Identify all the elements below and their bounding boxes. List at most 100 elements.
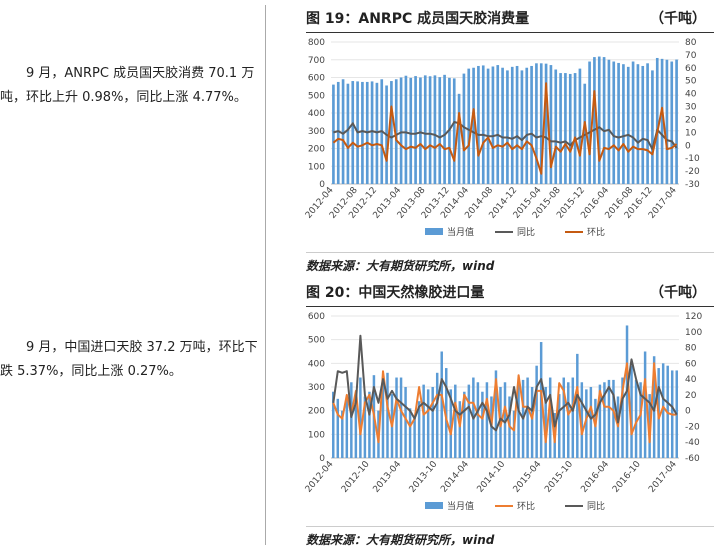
bar [535,63,538,184]
y-left-tick-label: 200 [308,145,325,155]
bar [585,389,588,458]
bar [457,93,461,184]
bar [636,64,640,184]
y-right-tick-label: -20 [685,167,700,177]
bar [660,58,664,184]
bar [472,67,475,184]
bar [428,76,432,184]
legend-label: 当月值 [447,500,474,512]
bar [435,372,439,458]
y-right-tick-label: -30 [685,180,700,190]
bar [675,59,678,184]
y-left-tick-label: 0 [319,454,325,464]
bar [491,66,495,184]
bar [443,74,446,184]
chart1-source: 数据来源：大有期货研究所，wind [306,252,714,274]
bar [336,81,340,184]
bar [440,351,443,458]
bar [639,382,642,458]
chart2-title: 图 20：中国天然橡胶进口量 [306,285,485,301]
bar [630,365,633,458]
bar [454,384,457,458]
bar [578,68,582,184]
bar [512,410,516,458]
bar [363,396,367,458]
bar [621,377,624,458]
bar [351,81,355,184]
series-line-yoy [333,121,678,151]
bar [476,382,480,458]
bar [350,382,353,458]
y-right-tick-label: 60 [685,64,697,74]
y-right-tick-label: 0 [685,407,691,417]
bar [452,78,456,184]
bar [597,56,601,184]
bar [503,382,507,458]
bar [559,73,562,184]
x-tick-label: 2014-04 [439,459,471,494]
y-right-tick-label: 20 [685,391,697,401]
legend-label: 环比 [587,226,605,238]
bar [481,65,485,184]
bar [573,73,577,184]
y-right-tick-label: 120 [685,312,702,322]
y-left-tick-label: 800 [308,38,325,48]
bar [665,59,669,184]
bar [445,368,448,458]
legend-swatch-bar [425,228,443,235]
bar [501,67,504,184]
y-right-tick-label: 80 [685,344,697,354]
bar [370,81,374,184]
bar [423,75,427,184]
y-left-tick-label: 300 [308,127,325,137]
y-right-tick-label: 60 [685,359,697,369]
bar [544,387,547,458]
bar [413,417,416,458]
bar [548,377,552,458]
column-divider [265,5,266,545]
bar [568,73,572,184]
bar [564,73,567,184]
bar [589,387,593,458]
y-right-tick-label: -40 [685,438,700,448]
bar [549,65,553,184]
bar [651,70,654,184]
bar [602,57,606,184]
y-left-tick-label: 500 [308,91,325,101]
bar [481,391,484,458]
bar [368,391,371,458]
bar [414,76,417,184]
y-right-tick-label: 30 [685,103,697,113]
bar [598,384,602,458]
bar [341,79,345,184]
x-tick-label: 2014-10 [475,459,507,494]
x-tick-label: 2013-10 [408,459,440,494]
bar [554,69,558,184]
y-left-tick-label: 600 [308,312,325,322]
bar [588,61,591,184]
bar [409,77,413,184]
bar [544,63,548,184]
x-tick-label: 2015-04 [512,459,544,494]
legend-label: 当月值 [447,226,474,238]
bar [506,70,509,184]
bar [467,68,471,184]
bar [332,84,335,184]
y-right-tick-label: 20 [685,115,697,125]
bar [655,57,659,184]
bar [485,382,489,458]
bar [646,63,649,184]
y-right-tick-label: 70 [685,51,697,61]
bar [486,68,490,184]
y-left-tick-label: 100 [308,430,325,440]
bar [417,401,421,458]
chart1: 0 100 200 300 400 500 600 700 800 -30 -20 -10 0 10 20 3… [304,38,700,238]
chart1-unit: （千吨） [650,11,706,27]
bar [431,387,434,458]
chart2-unit: （千吨） [650,285,706,301]
bar [571,377,575,458]
bar [462,73,466,184]
bar [496,65,500,184]
bar [404,387,407,458]
bar [433,75,437,184]
